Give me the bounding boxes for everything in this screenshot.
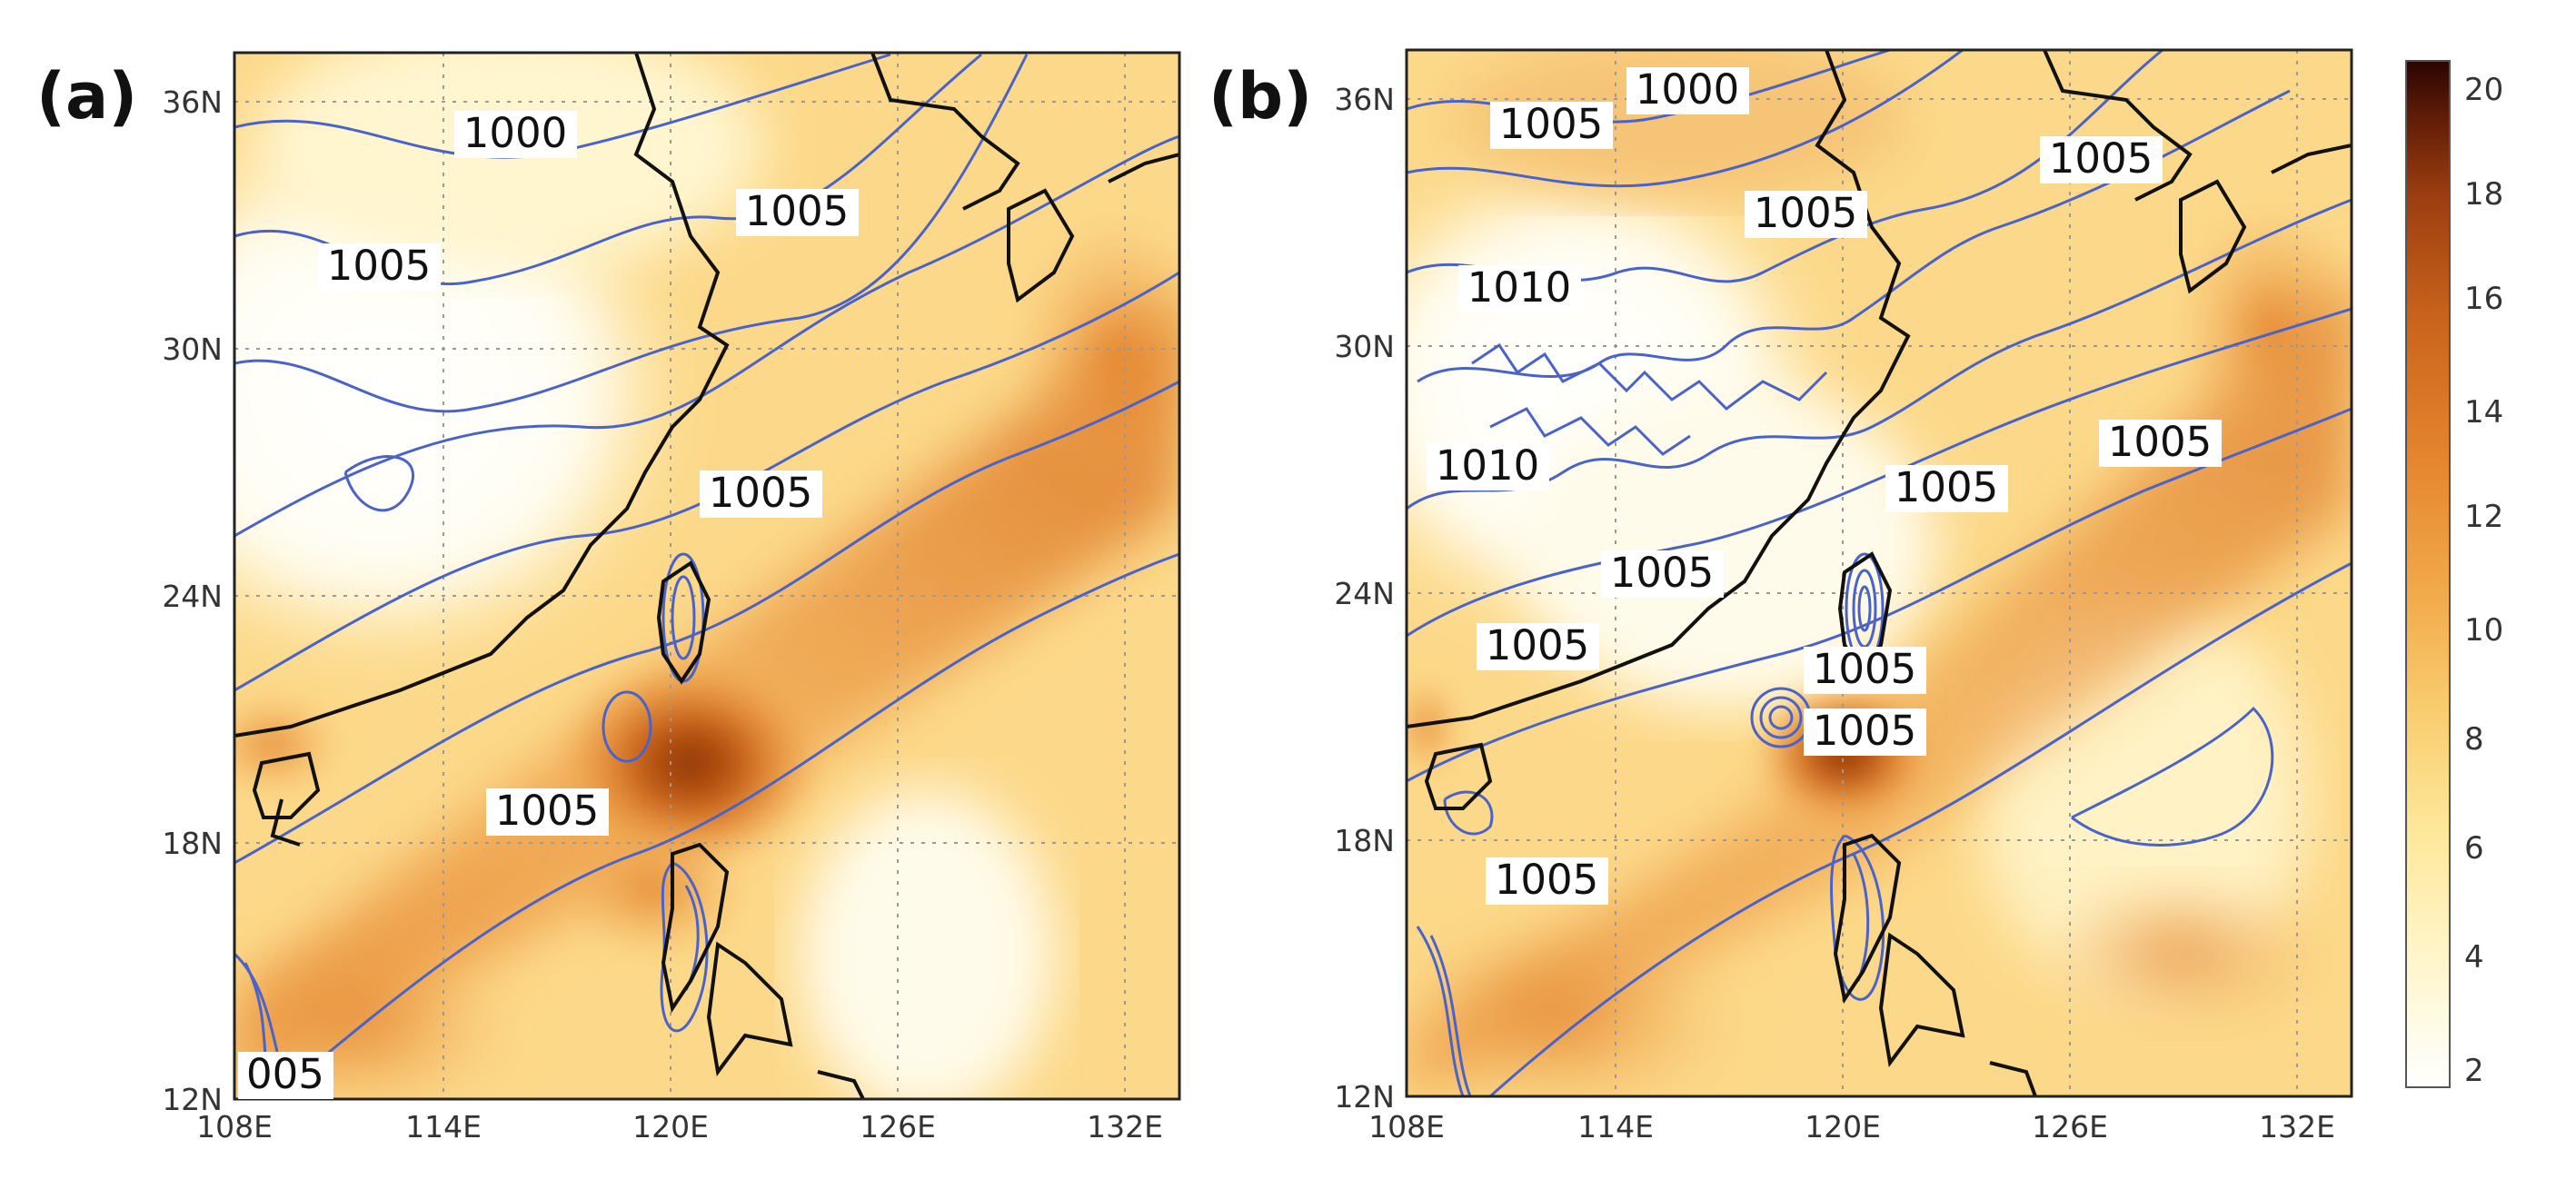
colorbar-tick-label: 20: [2464, 72, 2503, 108]
panel-b-y-ticks: 12N 18N 24N 30N 36N: [1334, 82, 1395, 1115]
y-tick-label: 24N: [162, 579, 223, 614]
x-tick-label: 132E: [1087, 1109, 1163, 1144]
panel-a-label: (a): [36, 59, 137, 134]
contour-label: 1005: [1610, 549, 1715, 597]
colorbar-tick-label: 2: [2464, 1053, 2484, 1089]
x-tick-label: 120E: [632, 1109, 709, 1144]
panel-a-coastline: [234, 53, 1179, 1099]
colorbar-ticks: 20 18 16 14 12 10 8 6 4 2: [2464, 72, 2503, 1089]
contour-label: 1010: [1467, 263, 1572, 312]
contour-label: 1005: [1813, 645, 1917, 693]
contour-label: 1005: [1813, 707, 1917, 755]
colorbar-tick-label: 4: [2464, 939, 2484, 976]
colorbar-tick-label: 12: [2464, 499, 2503, 535]
y-tick-label: 30N: [1334, 329, 1395, 364]
panel-a-y-ticks: 12N 18N 24N 30N 36N: [162, 84, 223, 1117]
colorbar: 20 18 16 14 12 10 8 6 4 2: [2405, 60, 2503, 1089]
colorbar-tick-label: 10: [2464, 612, 2503, 649]
y-tick-label: 30N: [162, 332, 223, 367]
y-tick-label: 36N: [1334, 82, 1395, 117]
contour-label: 1005: [1895, 463, 1999, 511]
contour-label: 1005: [1754, 189, 1858, 237]
colorbar-tick-label: 8: [2464, 721, 2484, 758]
panel-b-x-ticks: 108E 114E 120E 126E 132E: [1368, 1109, 2335, 1144]
colorbar-tick-label: 18: [2464, 176, 2503, 213]
contour-label: 1005: [2049, 134, 2153, 183]
contour-label: 1005: [745, 187, 850, 235]
contour-label: 1005: [327, 242, 432, 290]
panel-a: 1000 1005 1005 1005 1005 005 108E 114E 1…: [36, 51, 1181, 1144]
colorbar-ramp: [2405, 60, 2451, 1088]
x-tick-label: 126E: [860, 1109, 936, 1144]
panel-b-contour-labels: 1000 1005 1005 1005 1010 1010 1005 1005 …: [1427, 65, 2222, 905]
y-tick-label: 18N: [162, 826, 223, 861]
y-tick-label: 36N: [162, 84, 223, 120]
colorbar-tick-label: 16: [2464, 281, 2503, 317]
panel-b-label: (b): [1208, 59, 1312, 134]
x-tick-label: 108E: [1368, 1109, 1445, 1144]
contour-label: 1005: [495, 787, 600, 835]
x-tick-label: 108E: [196, 1109, 273, 1144]
panel-a-isobars: [234, 53, 1179, 1099]
contour-label: 1005: [1486, 621, 1590, 669]
contour-label: 1000: [463, 109, 568, 157]
y-tick-label: 18N: [1334, 823, 1395, 858]
y-tick-label: 12N: [162, 1082, 223, 1117]
panel-a-shading: [234, 53, 1179, 1099]
contour-label: 1005: [2108, 418, 2213, 466]
x-tick-label: 114E: [405, 1109, 482, 1144]
x-tick-label: 132E: [2259, 1109, 2335, 1144]
contour-label: 005: [246, 1050, 324, 1098]
x-tick-label: 114E: [1577, 1109, 1654, 1144]
contour-label: 1005: [1499, 100, 1604, 148]
colorbar-tick-label: 6: [2464, 830, 2484, 867]
panel-b: 1000 1005 1005 1005 1010 1010 1005 1005 …: [1208, 48, 2353, 1144]
contour-label: 1005: [709, 469, 813, 517]
colorbar-tick-label: 14: [2464, 394, 2503, 431]
contour-label: 1005: [1495, 856, 1599, 904]
y-tick-label: 12N: [1334, 1079, 1395, 1115]
y-tick-label: 24N: [1334, 576, 1395, 611]
x-tick-label: 120E: [1805, 1109, 1881, 1144]
x-tick-label: 126E: [2032, 1109, 2108, 1144]
contour-label: 1010: [1436, 441, 1540, 490]
panel-a-x-ticks: 108E 114E 120E 126E 132E: [196, 1109, 1163, 1144]
panel-a-contour-labels: 1000 1005 1005 1005 1005 005: [238, 109, 859, 1099]
contour-label: 1000: [1636, 65, 1740, 114]
